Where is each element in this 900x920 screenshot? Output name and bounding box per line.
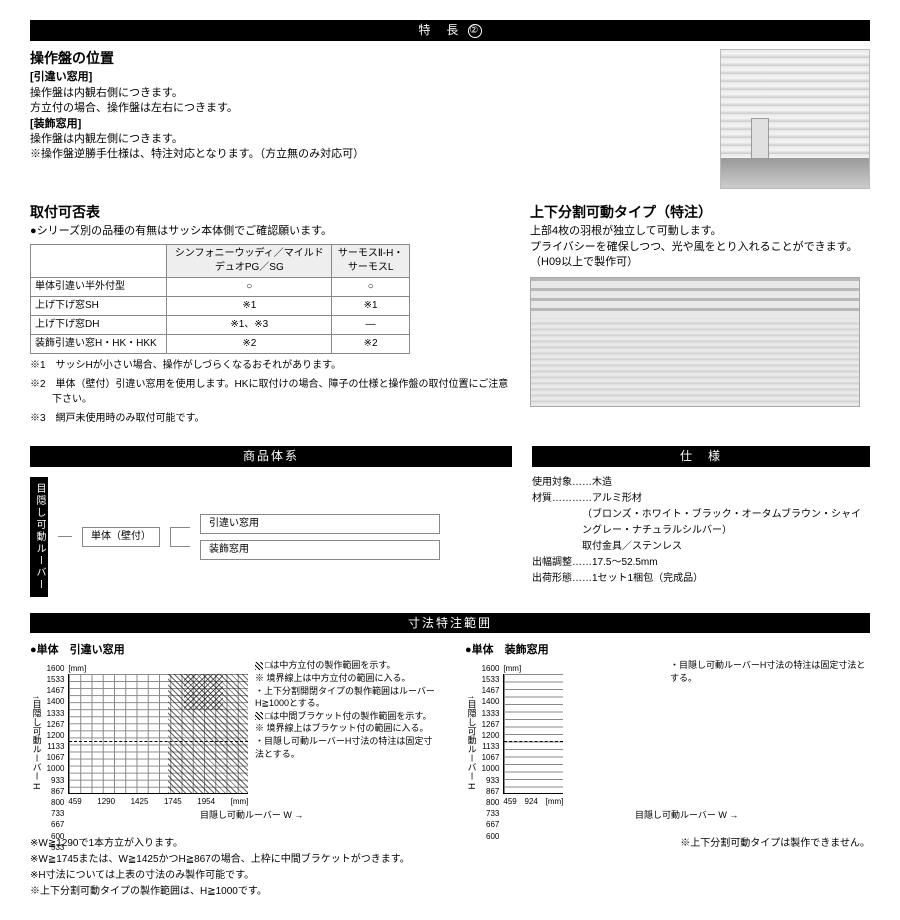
r0c0: 単体引違い半外付型 xyxy=(31,277,167,296)
cr-legend: ・目隠し可動ルーバーH寸法の特注は固定寸法とする。 xyxy=(670,659,870,684)
position-photo xyxy=(720,49,870,189)
bar-label: 特 長 xyxy=(418,23,460,37)
r2c1: ※1、※3 xyxy=(167,315,332,334)
tbl-n2: ※2 単体（壁付）引違い窓用を使用します。HKに取付けの場合、障子の仕様と操作盤… xyxy=(30,377,510,407)
s4v: 17.5～52.5mm xyxy=(592,557,658,568)
lineup-spec-row: 商品体系 目隠し可動ルーバー 単体（壁付） 引違い窓用 装飾窓用 仕 様 使用対… xyxy=(30,446,870,597)
cl-legend: □は中方立付の製作範囲を示す。※ 境界線上は中方立付の範囲に入る。・上下分割開閉… xyxy=(255,659,435,760)
r2c0: 上げ下げ窓DH xyxy=(31,315,167,334)
pos-note: ※操作盤逆勝手仕様は、特注対応となります。（方立無のみ対応可） xyxy=(30,147,700,162)
pos-t1a: 操作盤は内観右側につきます。 xyxy=(30,86,700,101)
s1l: 材質 xyxy=(532,491,552,507)
tree-c2: 装飾窓用 xyxy=(200,540,440,560)
s0l: 使用対象 xyxy=(532,475,572,491)
r3c1: ※2 xyxy=(167,334,332,353)
cl-area xyxy=(68,674,248,794)
chart-left: ●単体 引違い窓用 ↑目隠し可動ルーバー H 16001533146714001… xyxy=(30,643,435,821)
r1c1: ※1 xyxy=(167,296,332,315)
s5v: 1セット1梱包（完成品） xyxy=(592,573,703,584)
spec-list: 使用対象木造 材質…………アルミ形材 （ブロンズ・ホワイト・ブラック・オータムブ… xyxy=(532,475,870,587)
position-heading: 操作盤の位置 xyxy=(30,49,700,69)
tbl-n1: ※1 サッシHが小さい場合、操作がしづらくなるおそれがあります。 xyxy=(30,358,510,373)
s2v: （ブロンズ・ホワイト・ブラック・オータムブラウン・シャイングレー・ナチュラルシル… xyxy=(582,509,861,536)
pos-sub1: [引違い窓用] xyxy=(30,70,700,85)
compat-table: シンフォニーウッディ／マイルド デュオPG／SG サーモスⅡ-H・ サーモスL … xyxy=(30,244,410,354)
dim-note-right: ※上下分割可動タイプは製作できません。 xyxy=(465,836,870,852)
dim-notes-left: ※W≧1290で1本方立が入ります。※W≧1745または、W≧1425かつH≧8… xyxy=(30,836,435,900)
bar-lineup: 商品体系 xyxy=(30,446,512,467)
cl-xscale: 4591290142517451954[mm] xyxy=(68,796,248,807)
section-bar-features: 特 長 ② xyxy=(30,20,870,41)
split-photo xyxy=(530,277,860,407)
bar-number: ② xyxy=(468,24,482,38)
cl-ylabel: ↑目隠し可動ルーバー H xyxy=(30,663,45,822)
r3c0: 装飾引違い窓H・HK・HKK xyxy=(31,334,167,353)
s0v: 木造 xyxy=(592,477,612,488)
chart-right-hd: ●単体 装飾窓用 xyxy=(465,643,870,658)
pos-t1b: 方立付の場合、操作盤は左右につきます。 xyxy=(30,101,700,116)
charts-row: ●単体 引違い窓用 ↑目隠し可動ルーバー H 16001533146714001… xyxy=(30,643,870,821)
cr-ylabel: ↑目隠し可動ルーバー H xyxy=(465,663,480,822)
r0c1: ○ xyxy=(167,277,332,296)
split-t1: 上部4枚の羽根が独立して可動します。 xyxy=(530,224,870,239)
product-tree: 目隠し可動ルーバー 単体（壁付） 引違い窓用 装飾窓用 xyxy=(30,477,512,597)
bar-dimensions: 寸法特注範囲 xyxy=(30,613,870,634)
cr-xscale: 459924[mm] xyxy=(503,796,563,807)
s3v: 取付金具／ステンレス xyxy=(582,541,682,552)
cr-xlabel: 目隠し可動ルーバー W → xyxy=(503,809,870,822)
cr-area xyxy=(503,674,563,794)
bar-spec: 仕 様 xyxy=(532,446,870,467)
chart-right: ●単体 装飾窓用 ↑目隠し可動ルーバー H 160015331467140013… xyxy=(465,643,870,821)
cl-yscale: 1600153314671400133312671200113310671000… xyxy=(47,663,67,783)
tree-c1: 引違い窓用 xyxy=(200,514,440,534)
split-t3: （H09以上で製作可） xyxy=(530,255,870,270)
s4l: 出幅調整 xyxy=(532,555,572,571)
table-split-row: 取付可否表 ●シリーズ別の品種の有無はサッシ本体側でご確認願います。 シンフォニ… xyxy=(30,203,870,430)
th-col2: サーモスⅡ-H・ サーモスL xyxy=(332,244,410,277)
th-blank xyxy=(31,244,167,277)
split-heading: 上下分割可動タイプ（特注） xyxy=(530,203,870,223)
pos-t2a: 操作盤は内観左側につきます。 xyxy=(30,132,700,147)
r1c0: 上げ下げ窓SH xyxy=(31,296,167,315)
r2c2: — xyxy=(332,315,410,334)
s5l: 出荷形態 xyxy=(532,571,572,587)
table-lead: ●シリーズ別の品種の有無はサッシ本体側でご確認願います。 xyxy=(30,224,510,239)
cl-xlabel: 目隠し可動ルーバー W → xyxy=(68,809,435,822)
r3c2: ※2 xyxy=(332,334,410,353)
r0c2: ○ xyxy=(332,277,410,296)
r1c2: ※1 xyxy=(332,296,410,315)
split-t2: プライバシーを確保しつつ、光や風をとり入れることができます。 xyxy=(530,240,870,255)
tbl-n3: ※3 網戸未使用時のみ取付可能です。 xyxy=(30,411,510,426)
pos-sub2: [装飾窓用] xyxy=(30,117,700,132)
tree-root: 単体（壁付） xyxy=(82,527,160,547)
th-col1: シンフォニーウッディ／マイルド デュオPG／SG xyxy=(167,244,332,277)
table-heading: 取付可否表 xyxy=(30,203,510,223)
position-row: 操作盤の位置 [引違い窓用] 操作盤は内観右側につきます。 方立付の場合、操作盤… xyxy=(30,49,870,189)
cr-yscale: 1600153314671400133312671200113310671000… xyxy=(482,663,502,783)
s1v: アルミ形材 xyxy=(592,493,642,504)
tree-vlabel: 目隠し可動ルーバー xyxy=(30,477,48,597)
chart-left-hd: ●単体 引違い窓用 xyxy=(30,643,435,658)
